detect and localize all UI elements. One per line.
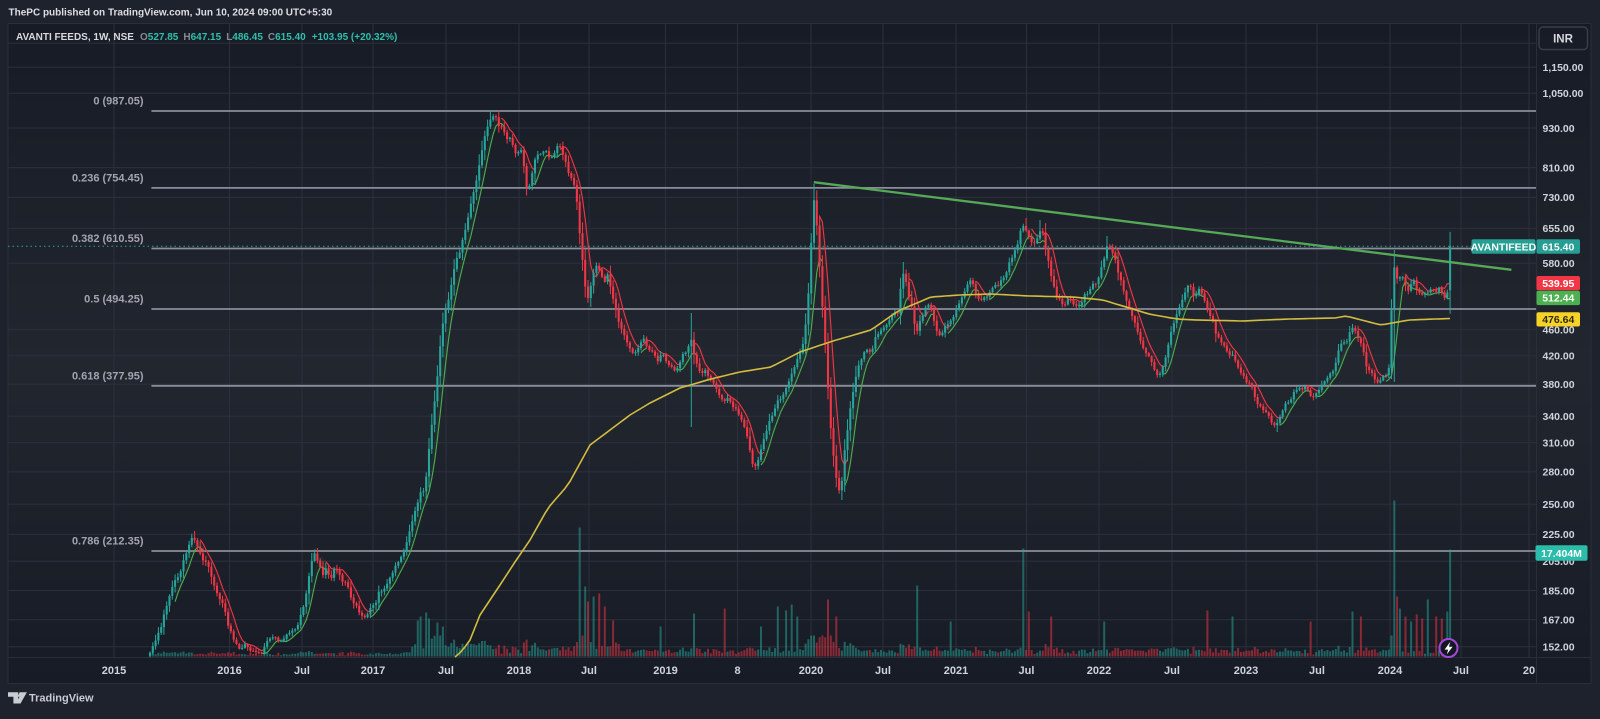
svg-text:Jul: Jul [1164, 665, 1180, 677]
svg-text:0.618 (377.95): 0.618 (377.95) [72, 370, 144, 382]
svg-text:2022: 2022 [1087, 665, 1111, 677]
svg-text:1,050.00: 1,050.00 [1543, 88, 1584, 100]
svg-text:2019: 2019 [653, 665, 677, 677]
svg-text:2023: 2023 [1234, 665, 1258, 677]
svg-text:0.382 (610.55): 0.382 (610.55) [72, 233, 144, 245]
svg-text:0.786 (212.35): 0.786 (212.35) [72, 536, 144, 548]
svg-text:ThePC published on TradingView: ThePC published on TradingView.com, Jun … [9, 8, 333, 19]
svg-text:310.00: 310.00 [1543, 437, 1575, 449]
svg-text:730.00: 730.00 [1543, 192, 1575, 204]
svg-text:460.00: 460.00 [1543, 324, 1575, 336]
svg-text:655.00: 655.00 [1543, 223, 1575, 235]
svg-text:Jul: Jul [1019, 665, 1035, 677]
svg-text:930.00: 930.00 [1543, 123, 1575, 135]
svg-text:Jul: Jul [875, 665, 891, 677]
svg-text:INR: INR [1553, 34, 1574, 46]
svg-text:476.64: 476.64 [1542, 314, 1574, 326]
svg-text:512.44: 512.44 [1542, 293, 1574, 305]
svg-text:17.404M: 17.404M [1541, 548, 1582, 560]
svg-text:615.40: 615.40 [1542, 241, 1574, 253]
svg-text:340.00: 340.00 [1543, 411, 1575, 423]
svg-text:Jul: Jul [1309, 665, 1325, 677]
svg-text:2017: 2017 [361, 665, 385, 677]
svg-text:0.236 (754.45): 0.236 (754.45) [72, 172, 144, 184]
svg-text:Jul: Jul [581, 665, 597, 677]
svg-text:AVANTIFEED: AVANTIFEED [1471, 241, 1537, 253]
svg-text:810.00: 810.00 [1543, 162, 1575, 174]
svg-text:167.00: 167.00 [1543, 615, 1575, 627]
svg-text:20: 20 [1523, 665, 1535, 677]
svg-text:380.00: 380.00 [1543, 379, 1575, 391]
svg-text:250.00: 250.00 [1543, 499, 1575, 511]
svg-text:Jul: Jul [1453, 665, 1469, 677]
svg-text:580.00: 580.00 [1543, 258, 1575, 270]
svg-text:8: 8 [734, 665, 740, 677]
svg-text:Jul: Jul [438, 665, 454, 677]
svg-text:2015: 2015 [102, 665, 126, 677]
svg-text:0 (987.05): 0 (987.05) [93, 96, 143, 108]
svg-text:225.00: 225.00 [1543, 529, 1575, 541]
svg-text:539.95: 539.95 [1542, 278, 1574, 290]
svg-text:185.00: 185.00 [1543, 585, 1575, 597]
svg-text:2016: 2016 [217, 665, 241, 677]
svg-text:2024: 2024 [1378, 665, 1403, 677]
svg-text:TradingView: TradingView [29, 693, 94, 705]
svg-text:152.00: 152.00 [1543, 642, 1575, 654]
svg-text:280.00: 280.00 [1543, 467, 1575, 479]
svg-text:2021: 2021 [944, 665, 968, 677]
svg-text:420.00: 420.00 [1543, 351, 1575, 363]
svg-text:Jul: Jul [294, 665, 310, 677]
svg-text:2020: 2020 [799, 665, 823, 677]
svg-text:1,150.00: 1,150.00 [1543, 62, 1584, 74]
svg-text:0.5 (494.25): 0.5 (494.25) [84, 294, 144, 306]
svg-text:2018: 2018 [507, 665, 531, 677]
